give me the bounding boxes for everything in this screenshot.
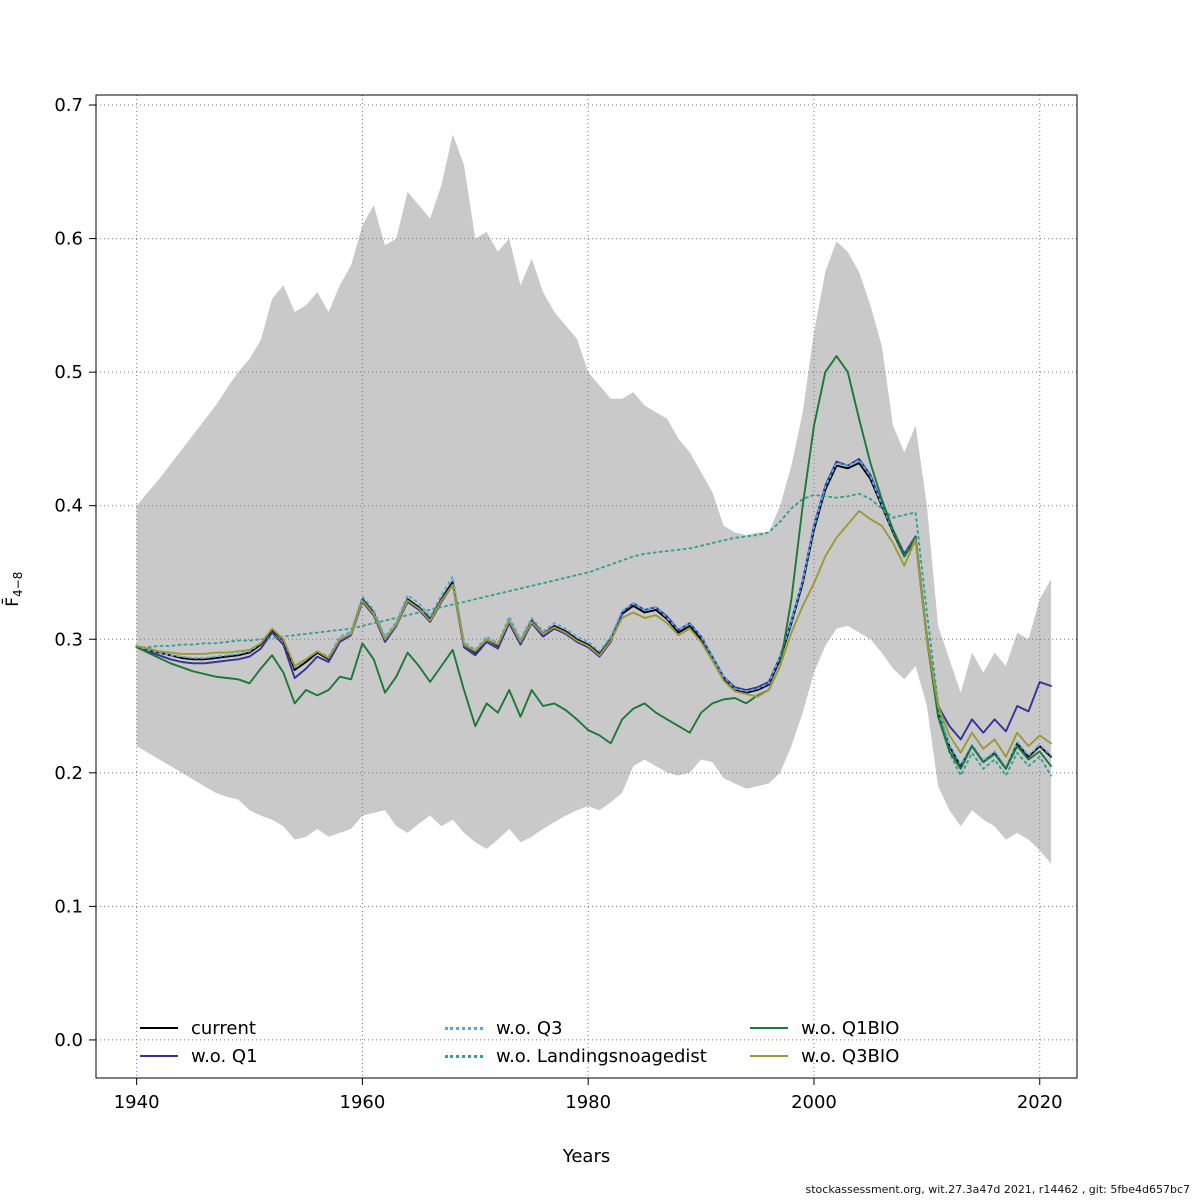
legend-line-sample bbox=[750, 1027, 788, 1029]
legend-item-wo-q3: w.o. Q3 bbox=[445, 1018, 750, 1039]
y-axis-title: F̄4−8 bbox=[2, 571, 26, 607]
legend-label: current bbox=[191, 1017, 256, 1039]
x-tick-label: 2020 bbox=[1017, 1092, 1063, 1113]
y-tick-label: 0.1 bbox=[54, 896, 83, 917]
series-line-w-o-q3bio bbox=[135, 510, 1052, 758]
confidence-band bbox=[136, 134, 1052, 864]
legend-label: w.o. Q3BIO bbox=[801, 1045, 900, 1067]
series-line-w-o-landingsnoagedist bbox=[135, 492, 1052, 777]
legend-item-current: current bbox=[140, 1018, 445, 1039]
x-tick-label: 1960 bbox=[340, 1092, 386, 1113]
y-tick-label: 0.5 bbox=[54, 362, 83, 383]
source-attribution: stockassessment.org, wit.27.3a47d 2021, … bbox=[805, 1183, 1190, 1196]
legend-line-sample bbox=[140, 1027, 178, 1029]
plot-border bbox=[95, 94, 1078, 1079]
y-tick-label: 0.6 bbox=[54, 229, 83, 250]
legend-label: w.o. Landingsnoagedist bbox=[496, 1045, 707, 1067]
y-tick-label: 0.2 bbox=[54, 763, 83, 784]
axes: 1940 1960 1980 2000 2020 0.0 0.1 0.2 0.3 0.4 0.5 0.… bbox=[54, 95, 1062, 1113]
legend-line-sample bbox=[140, 1055, 178, 1057]
x-tick-label: 1980 bbox=[565, 1092, 611, 1113]
y-tick-label: 0.3 bbox=[54, 629, 83, 650]
y-tick-label: 0.0 bbox=[54, 1030, 83, 1051]
legend-item-wo-q1bio: w.o. Q1BIO bbox=[750, 1018, 899, 1039]
legend-label: w.o. Q1 bbox=[191, 1045, 258, 1067]
x-tick-label: 2000 bbox=[791, 1092, 837, 1113]
series-lines bbox=[135, 355, 1052, 777]
legend-line-sample bbox=[750, 1055, 788, 1057]
legend-item-wo-q3bio: w.o. Q3BIO bbox=[750, 1046, 899, 1067]
legend-item-wo-landingsnoagedist: w.o. Landingsnoagedist bbox=[445, 1046, 750, 1067]
legend-line-sample bbox=[445, 1054, 483, 1058]
y-tick-label: 0.4 bbox=[54, 496, 83, 517]
legend-label: w.o. Q3 bbox=[496, 1017, 563, 1039]
legend-line-sample bbox=[445, 1026, 483, 1030]
x-axis-title: Years bbox=[562, 1146, 611, 1167]
legend-label: w.o. Q1BIO bbox=[801, 1017, 900, 1039]
y-tick-label: 0.7 bbox=[54, 95, 83, 116]
legend: current w.o. Q1 w.o. Q3 w.o. Landingsnoa… bbox=[140, 1014, 899, 1070]
x-tick-label: 1940 bbox=[114, 1092, 160, 1113]
legend-item-wo-q1: w.o. Q1 bbox=[140, 1046, 445, 1067]
series-line-w-o-q1bio bbox=[135, 355, 1052, 770]
